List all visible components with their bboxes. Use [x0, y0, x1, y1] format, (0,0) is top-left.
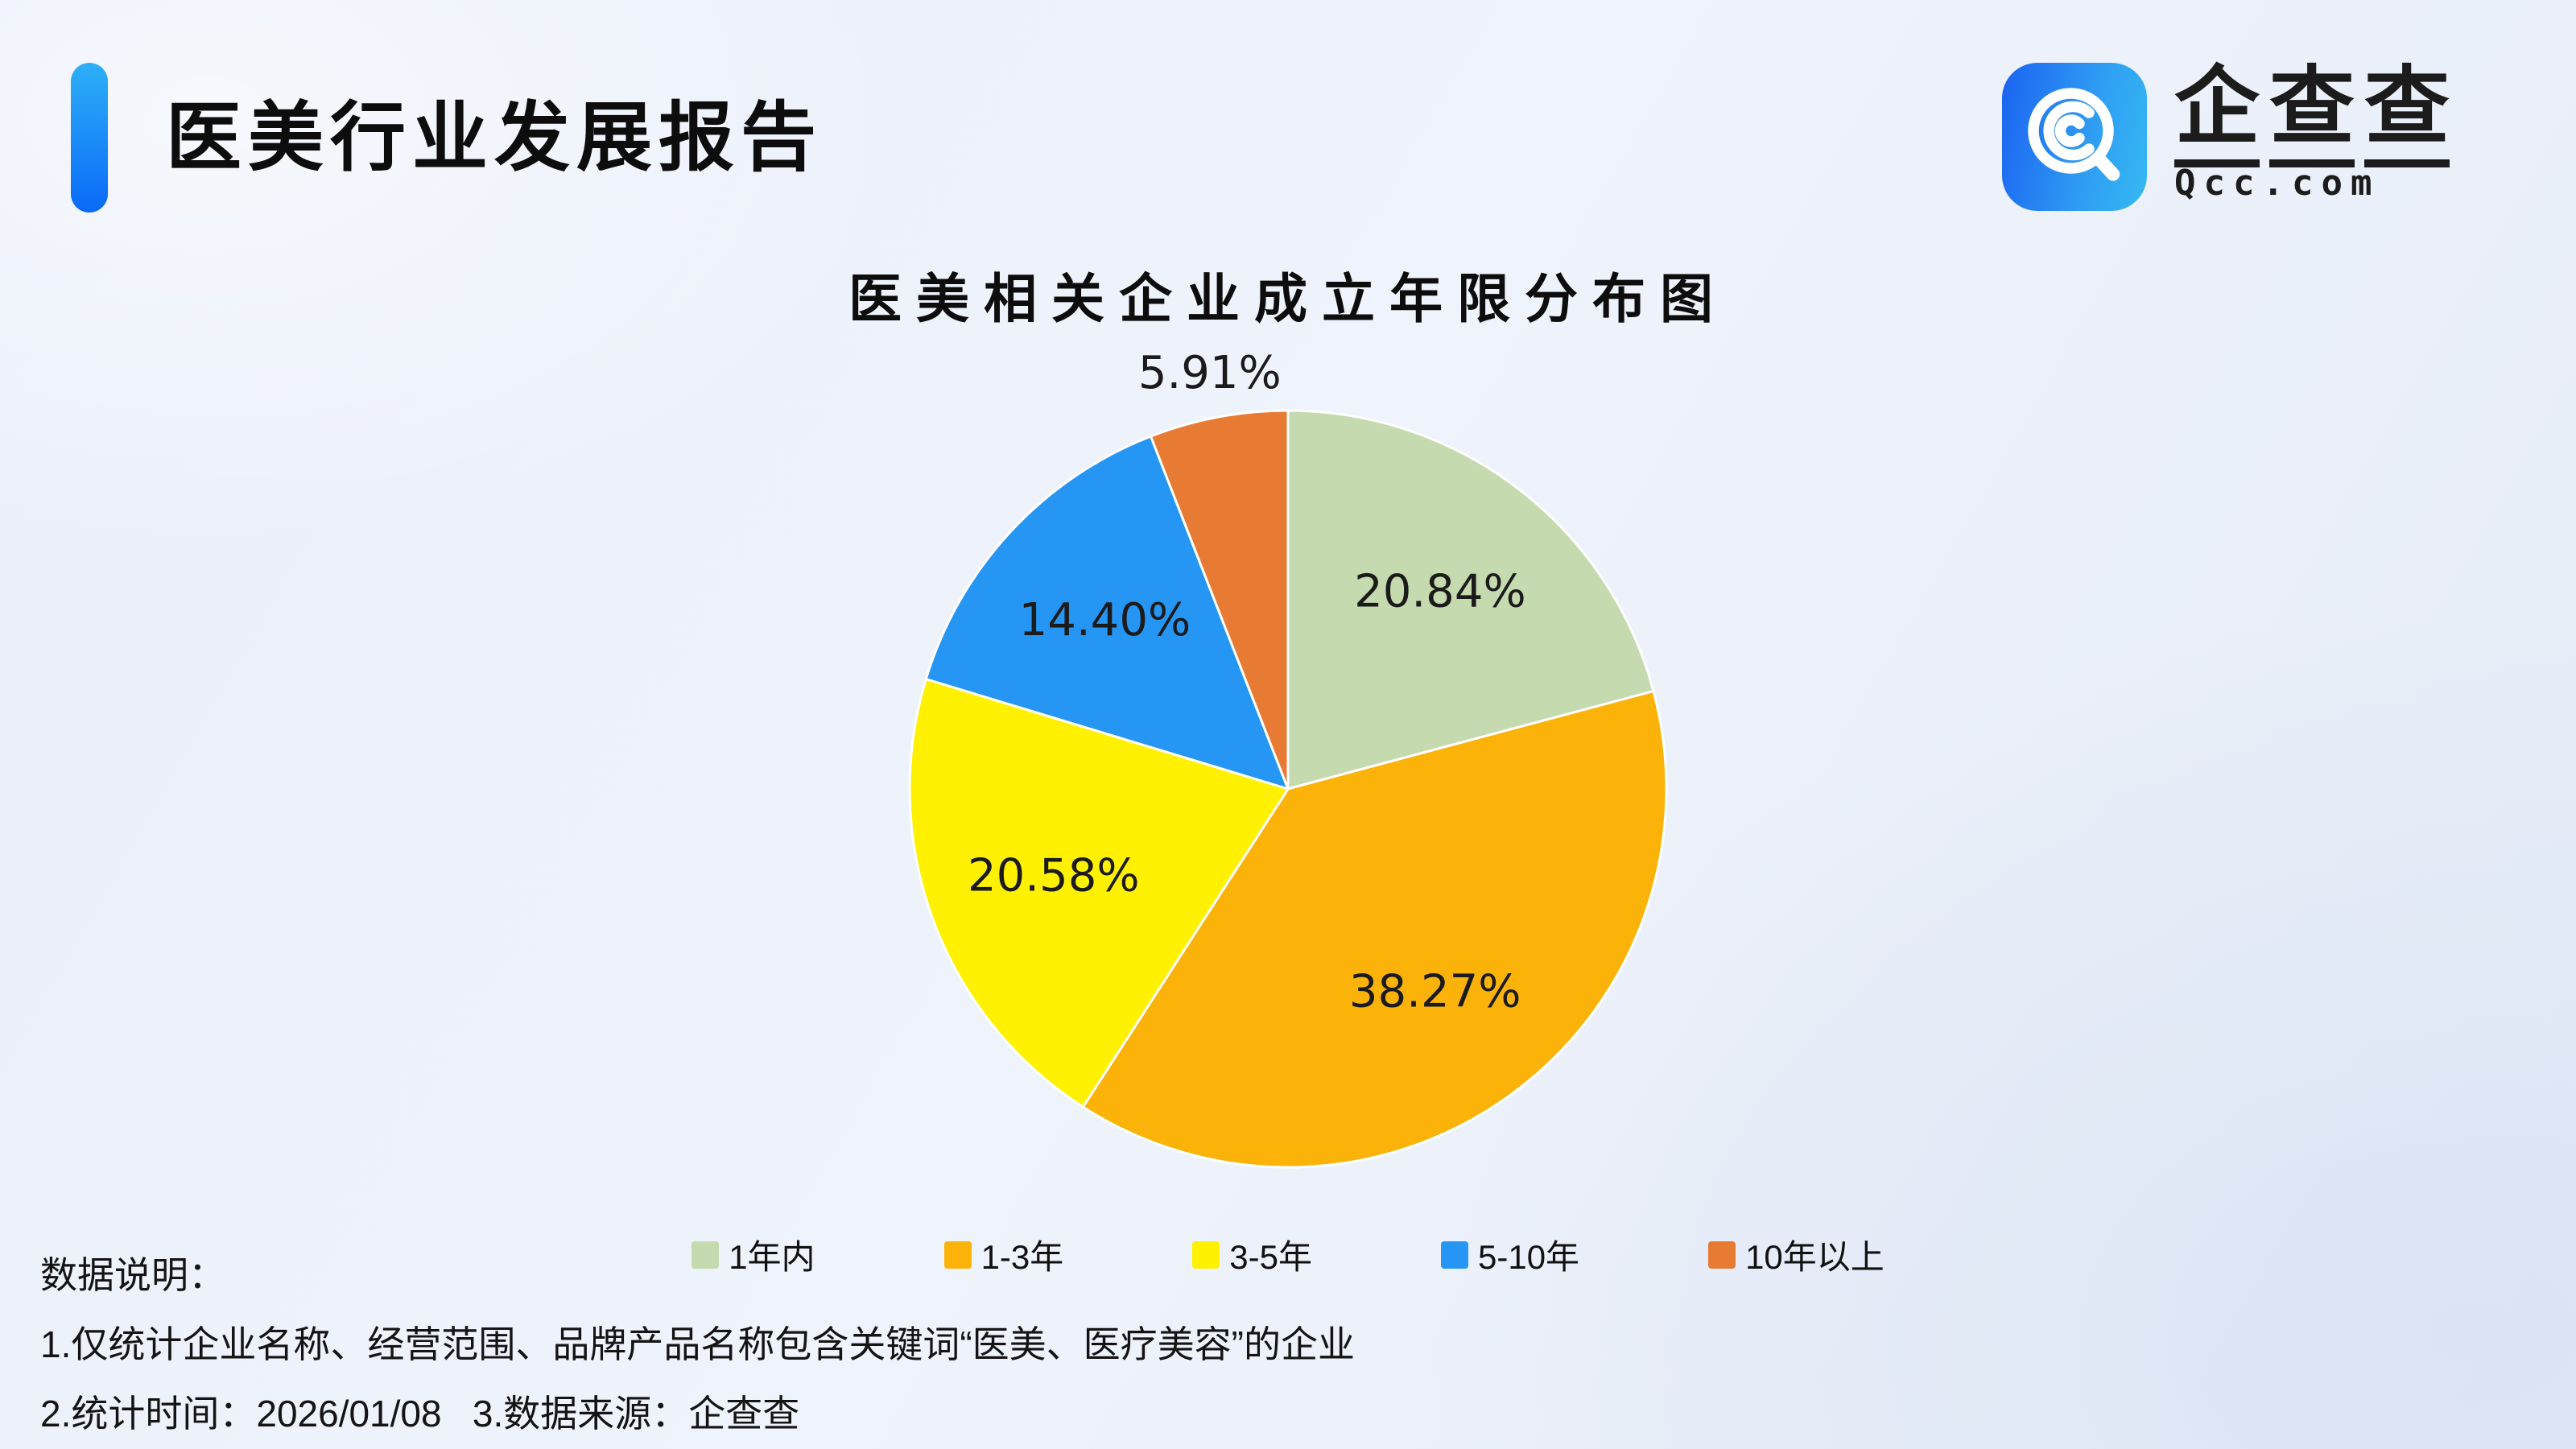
legend-label-1: 1年内 — [729, 1238, 815, 1276]
pie-label-3: 20.58% — [968, 850, 1140, 902]
legend-item-4: 5-10年 — [1441, 1230, 1579, 1279]
qcc-logo: 企查查 Qcc.com — [2002, 60, 2450, 211]
qcc-logo-icon — [2002, 63, 2147, 211]
legend-swatch-3 — [1192, 1241, 1220, 1269]
pie-slice-5 — [1150, 409, 1290, 791]
pie-slice-1 — [1286, 409, 1655, 791]
legend-item-2: 1-3年 — [943, 1230, 1064, 1279]
logo-text: 企查查 Qcc.com — [2174, 60, 2450, 204]
pie-label-5: 5.91% — [1138, 347, 1282, 399]
notes-line-2: 2.统计时间：2026/01/08 3.数据来源：企查查 — [40, 1393, 800, 1435]
pie-slice-3 — [908, 678, 1290, 1108]
notes-line-1: 1.仅统计企业名称、经营范围、品牌产品名称包含关键词“医美、医疗美容”的企业 — [40, 1323, 1355, 1365]
legend-label-5: 10年以上 — [1745, 1238, 1885, 1276]
pie-slice-2 — [1081, 690, 1668, 1169]
logo-domain-text: Qcc.com — [2174, 163, 2380, 204]
magnifier-q-icon — [2028, 88, 2120, 181]
title-accent-bar — [71, 63, 108, 213]
logo-brand-text: 企查查 — [2174, 60, 2450, 167]
legend-label-4: 5-10年 — [1478, 1238, 1580, 1276]
legend-item-5: 10年以上 — [1708, 1230, 1885, 1279]
legend: 1年内 1-3年 3-5年 5-10年 10年以上 — [0, 1230, 2576, 1279]
page-title: 医美行业发展报告 — [166, 95, 824, 180]
pie-slice-4 — [924, 435, 1290, 791]
legend-swatch-4 — [1441, 1241, 1468, 1269]
pie-label-2: 38.27% — [1349, 965, 1521, 1018]
legend-swatch-5 — [1708, 1241, 1736, 1269]
notes-heading: 数据说明： — [40, 1254, 225, 1296]
pie-label-1: 20.84% — [1354, 566, 1526, 618]
legend-label-3: 3-5年 — [1229, 1238, 1312, 1276]
chart-title: 医美相关企业成立年限分布图 — [848, 269, 1728, 328]
legend-swatch-1 — [691, 1241, 720, 1269]
report-header: 医美行业发展报告 — [71, 63, 823, 213]
legend-label-2: 1-3年 — [980, 1238, 1064, 1276]
legend-item-3: 3-5年 — [1192, 1230, 1312, 1279]
legend-swatch-2 — [943, 1241, 972, 1269]
legend-item-1: 1年内 — [691, 1230, 815, 1279]
pie-label-4: 14.40% — [1019, 594, 1191, 646]
